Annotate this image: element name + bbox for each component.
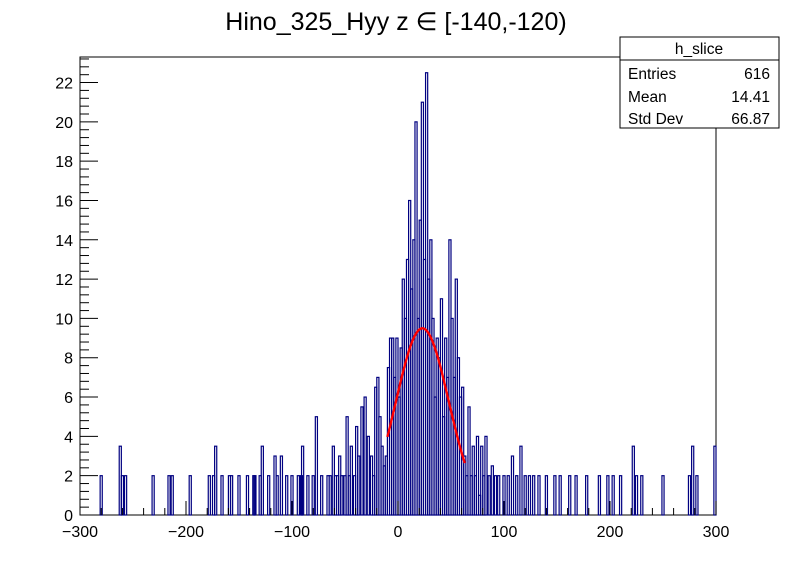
stats-entries-label: Entries [628,66,676,83]
histogram-bar [691,445,695,516]
histogram-bar [151,475,155,516]
histogram-bar [170,475,174,516]
histogram-bar [631,445,635,516]
stats-stddev-value: 66.87 [731,111,770,128]
histogram-bar [661,475,665,516]
y-tick-label: 2 [64,469,73,486]
histogram-bar [214,445,218,516]
histogram-bar [519,445,523,516]
stats-stddev-label: Std Dev [628,111,683,128]
histogram-bar [695,475,699,516]
histogram-bar [506,475,510,516]
stats-box-frame [619,36,780,129]
histogram-bar [366,435,370,516]
histogram-bar [618,475,623,516]
histogram-bar [484,435,488,516]
x-tick-label: 0 [394,524,403,541]
histogram-bar [611,475,615,516]
y-tick-label: 6 [64,390,73,407]
histogram-bar [439,298,444,516]
y-tick-label: 18 [55,154,73,171]
stats-entries-value: 616 [744,66,770,83]
histogram-bar [300,445,305,516]
x-tick-label: 300 [703,524,730,541]
x-tick-label: −300 [62,524,98,541]
histogram-bar [260,445,264,516]
histogram-bar [497,475,501,516]
histogram-bar [360,406,364,516]
y-tick-label: 10 [55,311,73,328]
histogram-bar [320,475,324,516]
histogram-bar [275,475,279,516]
histogram-bar [487,475,491,516]
x-tick-label: 100 [491,524,518,541]
histogram-bar [597,475,602,516]
histogram-bar [558,475,562,516]
histogram-bar [220,475,224,516]
histogram-bar [253,475,257,516]
histogram-bar [606,475,610,516]
histogram-bar [527,475,532,516]
stats-mean-label: Mean [628,89,667,106]
histogram-bar [532,475,536,516]
y-tick-label: 12 [55,272,73,289]
axis-ticks: −300 −200 −100 0 100 200 300 0 2 4 6 8 10 12 14 16 18 20 2… [55,58,730,541]
histogram-bar [237,475,241,516]
histogram-bar [229,475,234,516]
y-tick-label: 14 [55,233,73,250]
histogram-bar [314,416,319,516]
stats-box: h_slice Entries 616 Mean 14.41 Std Dev 6… [619,36,780,129]
y-tick-label: 4 [64,429,73,446]
histogram-bar [345,416,349,516]
histogram-bar [490,465,494,516]
y-tick-label: 8 [64,351,73,368]
histogram-bar [475,435,480,516]
histogram-bar [167,475,171,516]
histogram-bar [568,475,572,516]
histogram-bar [363,396,367,516]
histogram-bar [640,475,644,516]
histogram-bar [574,475,578,516]
chart-title: Hino_325_Hyy z ∈ [-140,-120) [225,8,566,36]
histogram-bar [467,406,471,516]
histogram-bar [510,455,515,516]
histogram-bar [537,475,541,516]
histogram-bar [585,475,589,516]
stats-box-title: h_slice [675,41,723,58]
x-tick-label: 200 [597,524,624,541]
histogram-bar [188,475,192,516]
histogram-bar [279,455,284,516]
histogram-bar [285,475,289,516]
histogram-bar [267,475,271,516]
histogram-bar [340,475,344,516]
histogram-bar [687,475,692,516]
histogram-bar [245,475,250,516]
x-tick-label: −200 [168,524,204,541]
histogram-bar [306,475,310,516]
histogram-bar [296,475,301,516]
y-tick-label: 22 [55,76,73,93]
y-tick-label: 16 [55,193,73,210]
x-tick-label: −100 [274,524,310,541]
histogram-bar [207,475,211,516]
y-tick-label: 20 [55,115,73,132]
histogram-bar [515,475,519,516]
histogram-bar [349,445,354,516]
y-tick-label: 0 [64,508,73,525]
histogram-bar [634,475,639,516]
gaussian-fit-curve [386,327,466,464]
histogram-bar [357,455,361,516]
stats-mean-value: 14.41 [731,89,770,106]
histogram-bar [123,475,128,516]
histogram-bars [99,72,717,516]
histogram-bar [553,475,557,516]
histogram-bar [493,475,498,516]
histogram-bar [713,445,717,516]
histogram-bar [328,475,332,516]
